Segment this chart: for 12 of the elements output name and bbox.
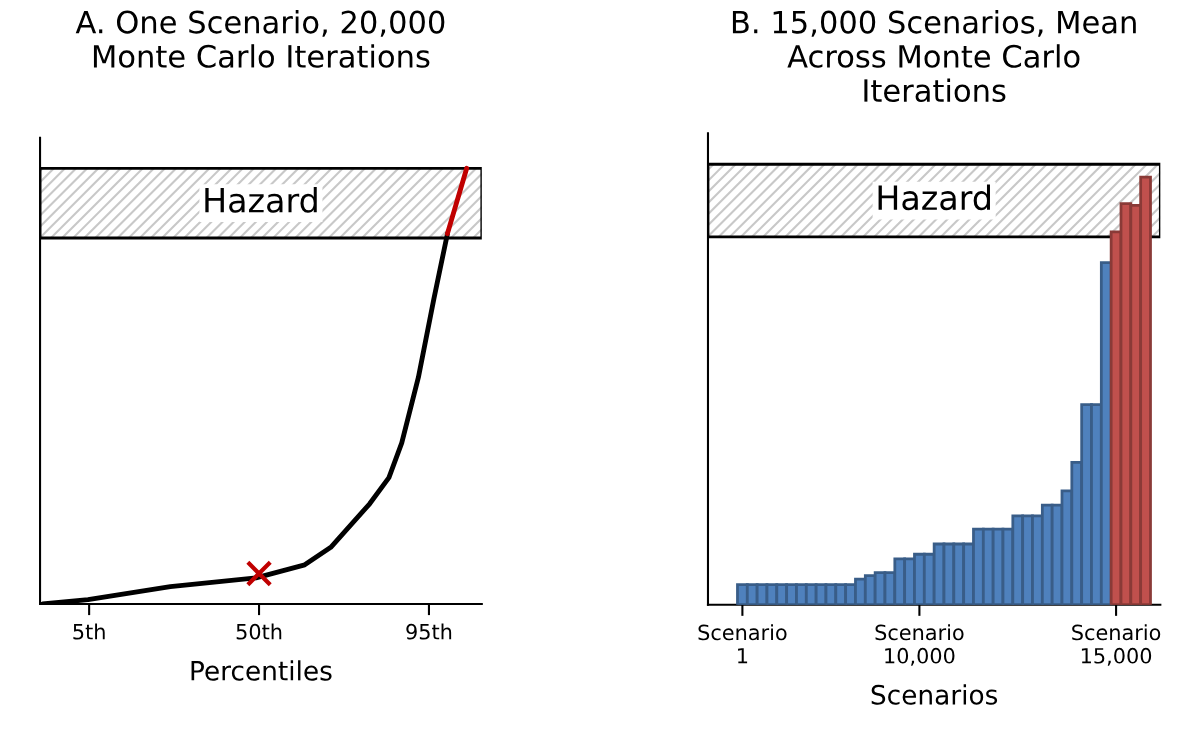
x-axis-title: Percentiles [191, 660, 332, 681]
x-tick-label: Scenario 10,000 [875, 624, 964, 666]
band-label: Hazard [878, 184, 990, 211]
x-tick-label: Scenario 15,000 [1072, 624, 1161, 666]
band-label: Hazard [205, 187, 317, 213]
x-axis-title: Scenarios [871, 684, 998, 705]
x-tick-label: 95th [406, 623, 452, 640]
x-tick-label: 5th [73, 623, 105, 640]
x-tick-label: Scenario 1 [698, 624, 787, 664]
chart-title: A. One Scenario, 20,000 Monte Carlo Iterations [75, 9, 445, 68]
x-tick-label: 50th [236, 623, 282, 640]
chart-title: B. 15,000 Scenarios, Mean Across Monte Carlo Iterations [732, 9, 1136, 103]
